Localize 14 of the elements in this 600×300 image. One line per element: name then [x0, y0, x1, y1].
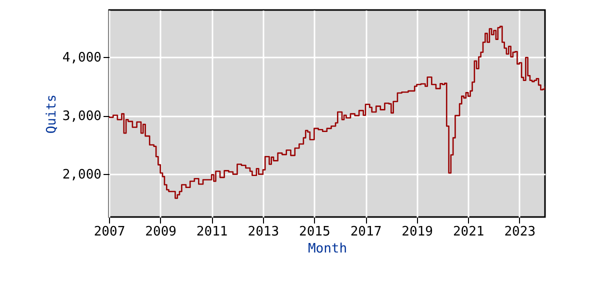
x-axis-title: Month [308, 242, 348, 256]
x-tick-label: 2015 [299, 224, 330, 240]
y-tick-label: 2,000 [62, 168, 102, 183]
x-tick-label: 2009 [145, 224, 176, 240]
x-tick-label: 2011 [196, 224, 228, 240]
x-tick-label: 2023 [504, 224, 536, 240]
x-tick-label: 2017 [350, 224, 382, 240]
y-tick-label: 4,000 [62, 50, 102, 66]
x-tick-label: 2013 [248, 224, 280, 240]
y-axis-title: Quits [44, 94, 60, 134]
x-tick-label: 2019 [402, 224, 433, 240]
y-tick-label: 3,000 [62, 109, 102, 124]
x-tick-label: 2021 [452, 224, 484, 240]
x-tick-label: 2007 [94, 224, 126, 240]
